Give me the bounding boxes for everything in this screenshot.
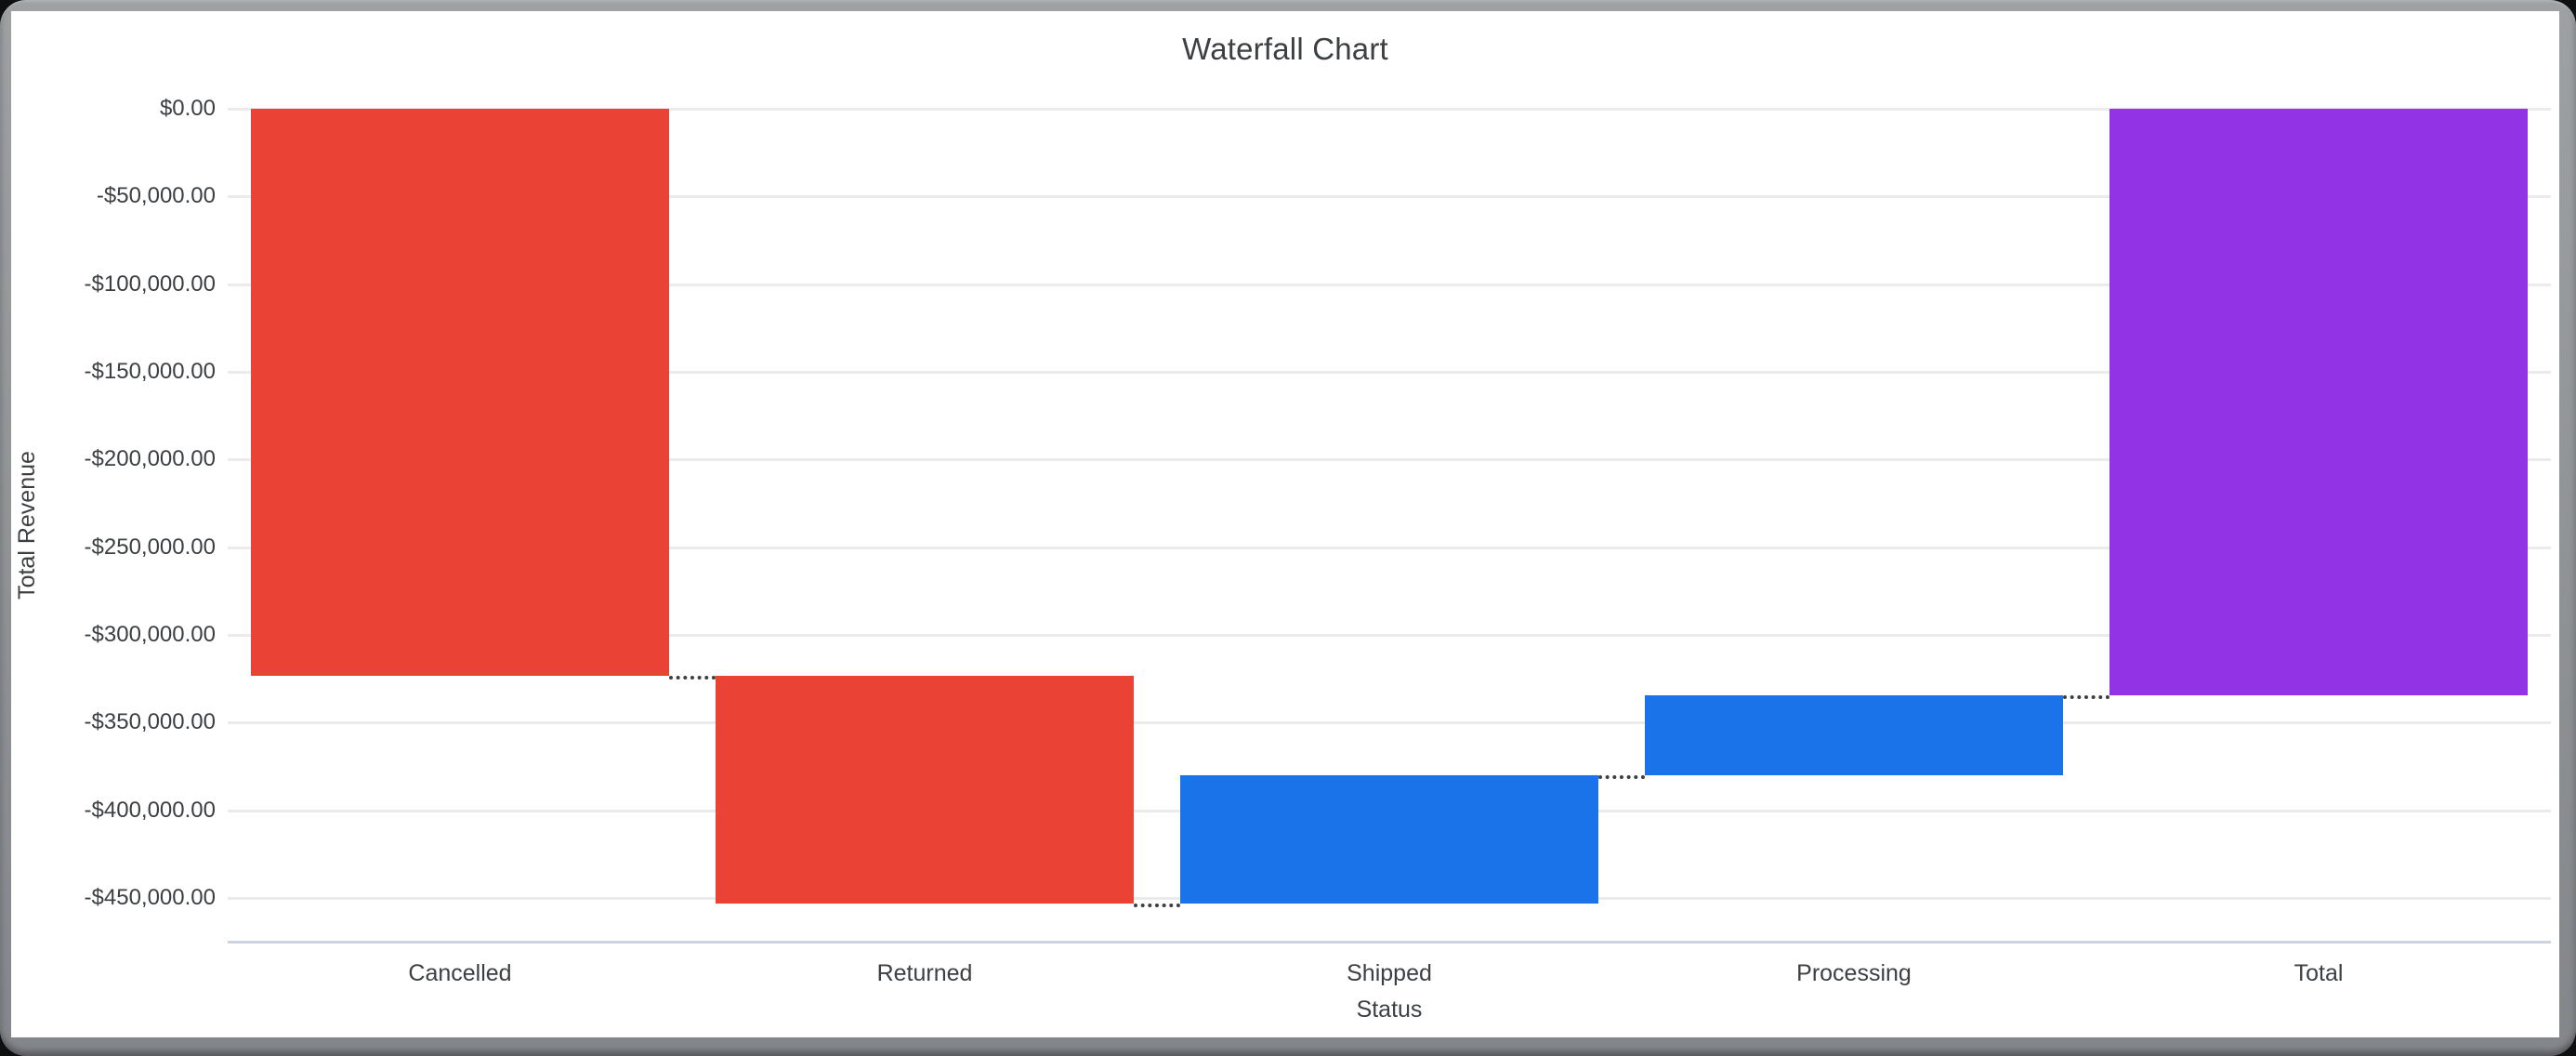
y-tick-label: -$350,000.00 (84, 709, 216, 734)
connector-line (1134, 904, 1180, 907)
x-category-label: Shipped (1347, 960, 1432, 986)
y-tick-label: $0.00 (159, 96, 216, 121)
x-category-label: Total (2293, 960, 2344, 986)
gridline (228, 108, 2551, 111)
waterfall-chart: Waterfall Chart Total Revenue $0.00 -$50,… (11, 11, 2559, 1037)
bar-processing[interactable] (1645, 695, 2063, 775)
y-tick-label: -$400,000.00 (84, 798, 216, 823)
connector-line (669, 676, 716, 680)
x-axis-line (228, 941, 2551, 944)
y-tick-label: -$250,000.00 (84, 535, 216, 560)
connector-line (1598, 775, 1645, 779)
plot-area (228, 108, 2551, 944)
x-category-label: Processing (1796, 960, 1912, 986)
bar-shipped[interactable] (1180, 775, 1598, 904)
y-tick-label: -$150,000.00 (84, 359, 216, 384)
y-tick-label: -$200,000.00 (84, 446, 216, 471)
y-tick-label: -$100,000.00 (84, 271, 216, 297)
bar-total[interactable] (2109, 109, 2528, 695)
y-tick-label: -$450,000.00 (84, 885, 216, 910)
gridline (228, 195, 2551, 198)
x-axis-title: Status (1356, 997, 1423, 1023)
y-tick-label: -$300,000.00 (84, 622, 216, 647)
x-category-label: Cancelled (408, 960, 512, 986)
chart-title: Waterfall Chart (1182, 32, 1388, 66)
bar-cancelled[interactable] (251, 109, 669, 676)
gridline (228, 634, 2551, 637)
gridline (228, 721, 2551, 724)
gridline (228, 547, 2551, 549)
y-axis-title: Total Revenue (14, 451, 40, 600)
y-tick-label: -$50,000.00 (96, 183, 216, 208)
gridline (228, 371, 2551, 374)
connector-line (2063, 695, 2109, 699)
gridline (228, 458, 2551, 461)
bar-returned[interactable] (716, 676, 1134, 904)
x-category-label: Returned (876, 960, 973, 986)
gridline (228, 284, 2551, 286)
